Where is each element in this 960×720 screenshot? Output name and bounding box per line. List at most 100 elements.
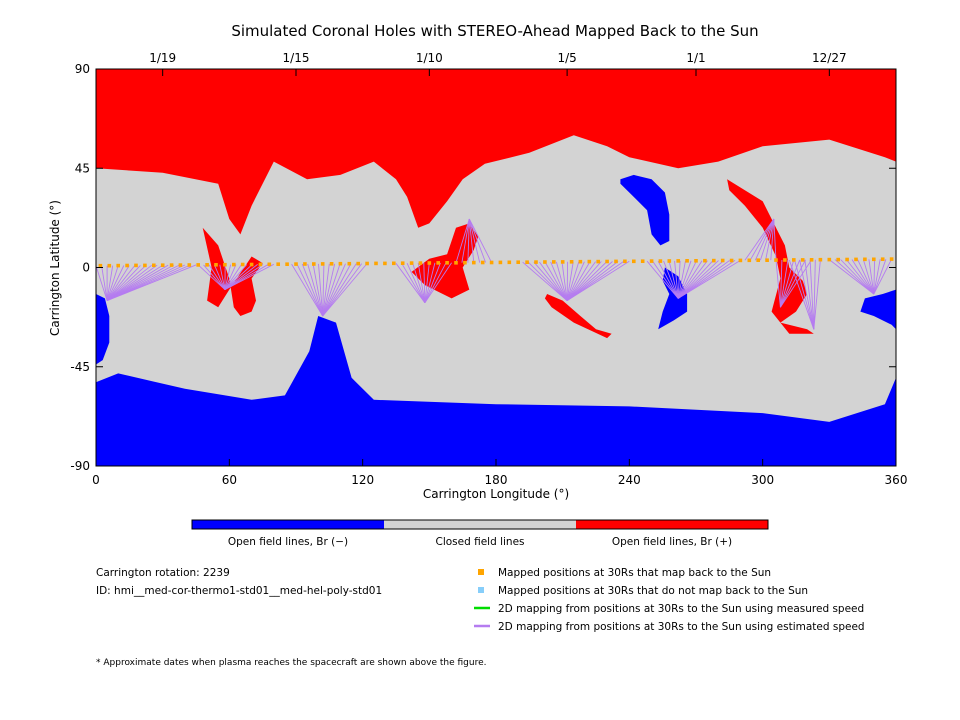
mapping-line	[788, 259, 815, 330]
mapping-line	[809, 259, 815, 330]
mapped-position-point	[774, 258, 778, 262]
mapped-position-point	[347, 261, 352, 266]
colorbar-label-positive: Open field lines, Br (+)	[612, 536, 732, 548]
mapping-line	[566, 261, 580, 301]
mapping-line	[318, 263, 324, 317]
mapped-position-point	[267, 262, 272, 267]
mapping-line	[677, 260, 692, 299]
legend-marker-mapped	[478, 569, 484, 575]
legend-label-unmapped: Mapped positions at 30Rs that do not map…	[498, 585, 808, 597]
mapping-line	[106, 265, 130, 301]
mapping-line	[322, 263, 346, 317]
mapped-position-point	[560, 260, 565, 264]
mapping-line	[412, 262, 426, 303]
mapped-position-point	[196, 263, 200, 267]
mapping-line	[301, 263, 324, 317]
mapped-position-point	[676, 259, 680, 263]
mapped-position-point	[338, 261, 343, 266]
mapping-line	[455, 218, 470, 263]
mapping-line	[754, 218, 775, 261]
colorbar-negative	[192, 520, 384, 529]
x-axis-label: Carrington Longitude (°)	[423, 487, 569, 501]
mapped-position-point	[525, 260, 529, 264]
x-tick-label: 360	[885, 473, 908, 487]
mapping-line	[224, 264, 248, 290]
mapping-line	[566, 261, 608, 301]
mapped-position-point	[729, 258, 734, 263]
mapping-line	[106, 265, 141, 301]
mapping-line	[424, 262, 430, 303]
legend-label-measured: 2D mapping from positions at 30Rs to the…	[498, 603, 864, 615]
mapped-position-point	[756, 258, 760, 262]
mapping-line	[813, 259, 816, 330]
date-tick-label: 12/27	[812, 51, 847, 65]
coronal-hole-region-2	[411, 223, 479, 299]
colorbar-label-negative: Open field lines, Br (−)	[228, 536, 348, 548]
mapped-position-point	[205, 263, 209, 267]
date-tick-label: 1/5	[557, 51, 576, 65]
legend-label-mapped: Mapped positions at 30Rs that map back t…	[498, 567, 771, 579]
negative-polar-hole	[96, 316, 896, 466]
mapped-position-point	[552, 260, 556, 264]
mapped-position-point	[98, 263, 103, 268]
mapping-line	[468, 218, 487, 263]
mapping-line	[566, 260, 630, 301]
mapped-position-point	[507, 260, 512, 265]
mapped-position-point	[543, 260, 547, 264]
mapping-line	[203, 264, 226, 290]
mapping-line	[106, 264, 197, 302]
mapping-line	[873, 259, 887, 295]
mapping-line	[566, 261, 602, 301]
colorbar-frame	[191, 519, 769, 530]
mapping-line	[813, 259, 821, 330]
mapped-position-point	[480, 260, 485, 265]
mapped-position-point	[320, 262, 325, 266]
mapped-position-point	[516, 260, 520, 264]
mapped-position-point	[765, 258, 769, 262]
mapping-line	[533, 261, 568, 301]
mapping-line	[401, 262, 426, 304]
x-tick-label: 0	[92, 473, 100, 487]
mapping-line	[291, 263, 324, 317]
mapped-position-point	[125, 263, 129, 268]
mapping-line	[677, 260, 681, 299]
plot-area	[95, 68, 897, 467]
mapping-line	[652, 260, 679, 299]
colorbar: Open field lines, Br (−) Closed field li…	[191, 519, 769, 548]
mapping-line	[312, 263, 324, 317]
mapping-line	[296, 263, 324, 317]
mapped-position-point	[792, 258, 796, 262]
mapped-position-point	[285, 262, 289, 266]
mapping-line	[106, 264, 158, 301]
mapped-position-point	[303, 262, 307, 266]
mapping-line	[677, 260, 725, 299]
mapping-line	[868, 259, 875, 295]
mapping-line	[522, 261, 568, 301]
mapping-line	[840, 259, 875, 295]
mapping-line	[674, 260, 679, 299]
date-tick-label: 1/15	[283, 51, 310, 65]
mapped-position-point	[872, 257, 876, 262]
mapping-line	[95, 265, 108, 301]
mapped-position-point	[720, 258, 725, 263]
mapping-line	[424, 262, 452, 304]
mapping-line	[461, 218, 470, 263]
mapping-line	[845, 259, 875, 295]
mapped-position-point	[276, 262, 280, 266]
mapping-line	[834, 259, 875, 295]
mapped-position-point	[578, 259, 583, 264]
mapping-line	[851, 259, 875, 295]
coronal-hole-regions	[96, 69, 896, 466]
mapping-line	[770, 218, 775, 261]
mapped-position-point	[632, 259, 636, 264]
mapping-line	[566, 261, 574, 301]
mapping-line	[566, 261, 596, 301]
mapped-position-point	[596, 259, 600, 264]
mapping-line	[322, 263, 352, 317]
mapping-line	[208, 264, 226, 290]
coronal-hole-region-4	[727, 179, 814, 334]
colorbar-positive	[576, 520, 768, 529]
coronal-hole-region-8	[860, 289, 896, 330]
mapped-position-point	[152, 263, 156, 268]
